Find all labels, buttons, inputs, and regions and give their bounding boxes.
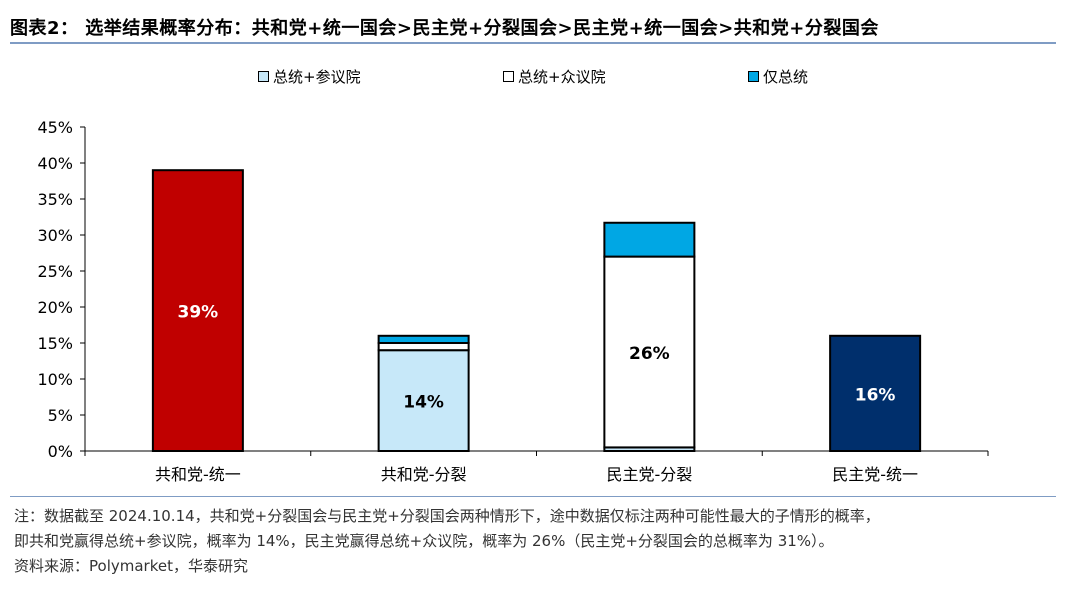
x-tick-label: 共和党-分裂 (381, 465, 467, 484)
y-tick-label: 25% (37, 262, 73, 281)
legend-item-senate: 总统+参议院 (258, 66, 361, 87)
bar-value-label: 39% (178, 303, 219, 323)
legend-label-senate: 总统+参议院 (273, 68, 361, 86)
y-tick-label: 40% (37, 154, 73, 173)
legend-label-president-only: 仅总统 (763, 68, 809, 86)
bar-segment (377, 342, 470, 352)
y-tick-label: 20% (37, 298, 73, 317)
notes-divider (10, 496, 1056, 497)
bar-segment (377, 334, 470, 344)
bar-value-label: 26% (629, 344, 670, 364)
x-tick-label: 民主党-统一 (832, 465, 918, 484)
chart-legend: 总统+参议院 总统+众议院 仅总统 (0, 66, 1080, 92)
y-tick-label: 5% (48, 406, 73, 425)
bar-segment (151, 169, 244, 452)
stacked-bar-chart: 0% 5% 10% 15% 20% 25% 30% 35% 40% 45% 共和党-统一 共和党-分裂… (37, 118, 989, 484)
bar-segment (603, 255, 696, 449)
bar-segment (377, 349, 470, 453)
y-tick-label: 35% (37, 190, 73, 209)
figure-title: 图表2： 选举结果概率分布：共和党+统一国会>民主党+分裂国会>民主党+统一国会… (10, 18, 879, 39)
y-tick-label: 45% (37, 118, 73, 137)
y-tick-label: 15% (37, 334, 73, 353)
y-tick-label: 0% (48, 442, 73, 461)
legend-item-house: 总统+众议院 (503, 66, 606, 87)
bar-value-label: 16% (855, 385, 896, 405)
note-line-2: 即共和党赢得总统+参议院，概率为 14%，民主党赢得总统+众议院，概率为 26%… (14, 532, 834, 550)
y-tick-label: 30% (37, 226, 73, 245)
title-divider (10, 42, 1056, 44)
legend-swatch-president-only (748, 71, 759, 82)
x-tick-label: 共和党-统一 (155, 465, 241, 484)
legend-label-house: 总统+众议院 (518, 68, 606, 86)
y-tick-label: 10% (37, 370, 73, 389)
note-line-1: 注：数据截至 2024.10.14，共和党+分裂国会与民主党+分裂国会两种情形下… (14, 507, 880, 525)
bar-segment (603, 221, 696, 258)
legend-swatch-senate (258, 71, 269, 82)
bar-value-label: 14% (403, 393, 444, 413)
legend-item-president-only: 仅总统 (748, 66, 808, 87)
bar-segment (829, 334, 922, 452)
source-note: 资料来源：Polymarket，华泰研究 (14, 557, 248, 575)
legend-swatch-house (503, 71, 514, 82)
x-tick-label: 民主党-分裂 (606, 465, 692, 484)
